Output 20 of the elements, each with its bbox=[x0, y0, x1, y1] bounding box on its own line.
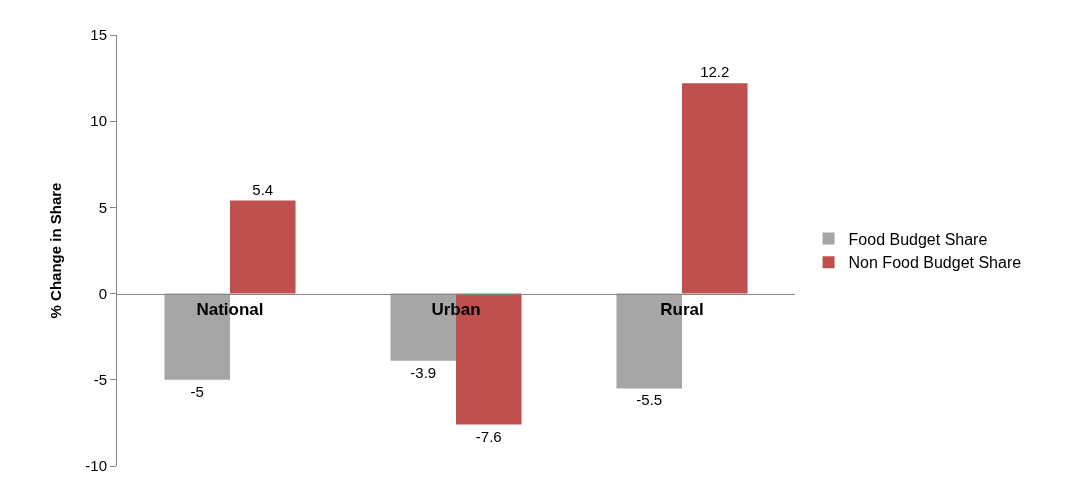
y-tick-label: -5 bbox=[93, 371, 107, 389]
data-label: -3.9 bbox=[410, 363, 437, 381]
legend-label: Non Food Budget Share bbox=[848, 254, 1022, 272]
y-tick-label: -10 bbox=[85, 457, 107, 475]
data-label: -5.5 bbox=[636, 391, 663, 409]
x-tick-label: Rural bbox=[660, 300, 704, 319]
data-label: 12.2 bbox=[700, 63, 730, 81]
y-tick-label: 5 bbox=[98, 198, 107, 216]
data-label: -7.6 bbox=[475, 427, 502, 445]
y-tick-label: 10 bbox=[90, 112, 107, 130]
x-tick-label: National bbox=[196, 300, 264, 319]
data-label: -5 bbox=[190, 382, 204, 400]
y-tick-label: 15 bbox=[90, 26, 107, 44]
bar bbox=[230, 200, 296, 294]
data-label: 5.4 bbox=[252, 180, 274, 198]
x-tick-label: Urban bbox=[431, 300, 481, 319]
y-tick-label: 0 bbox=[98, 284, 107, 302]
bar bbox=[682, 83, 748, 294]
legend-label: Food Budget Share bbox=[848, 230, 988, 248]
y-axis-title: % Change in Share bbox=[46, 182, 64, 319]
